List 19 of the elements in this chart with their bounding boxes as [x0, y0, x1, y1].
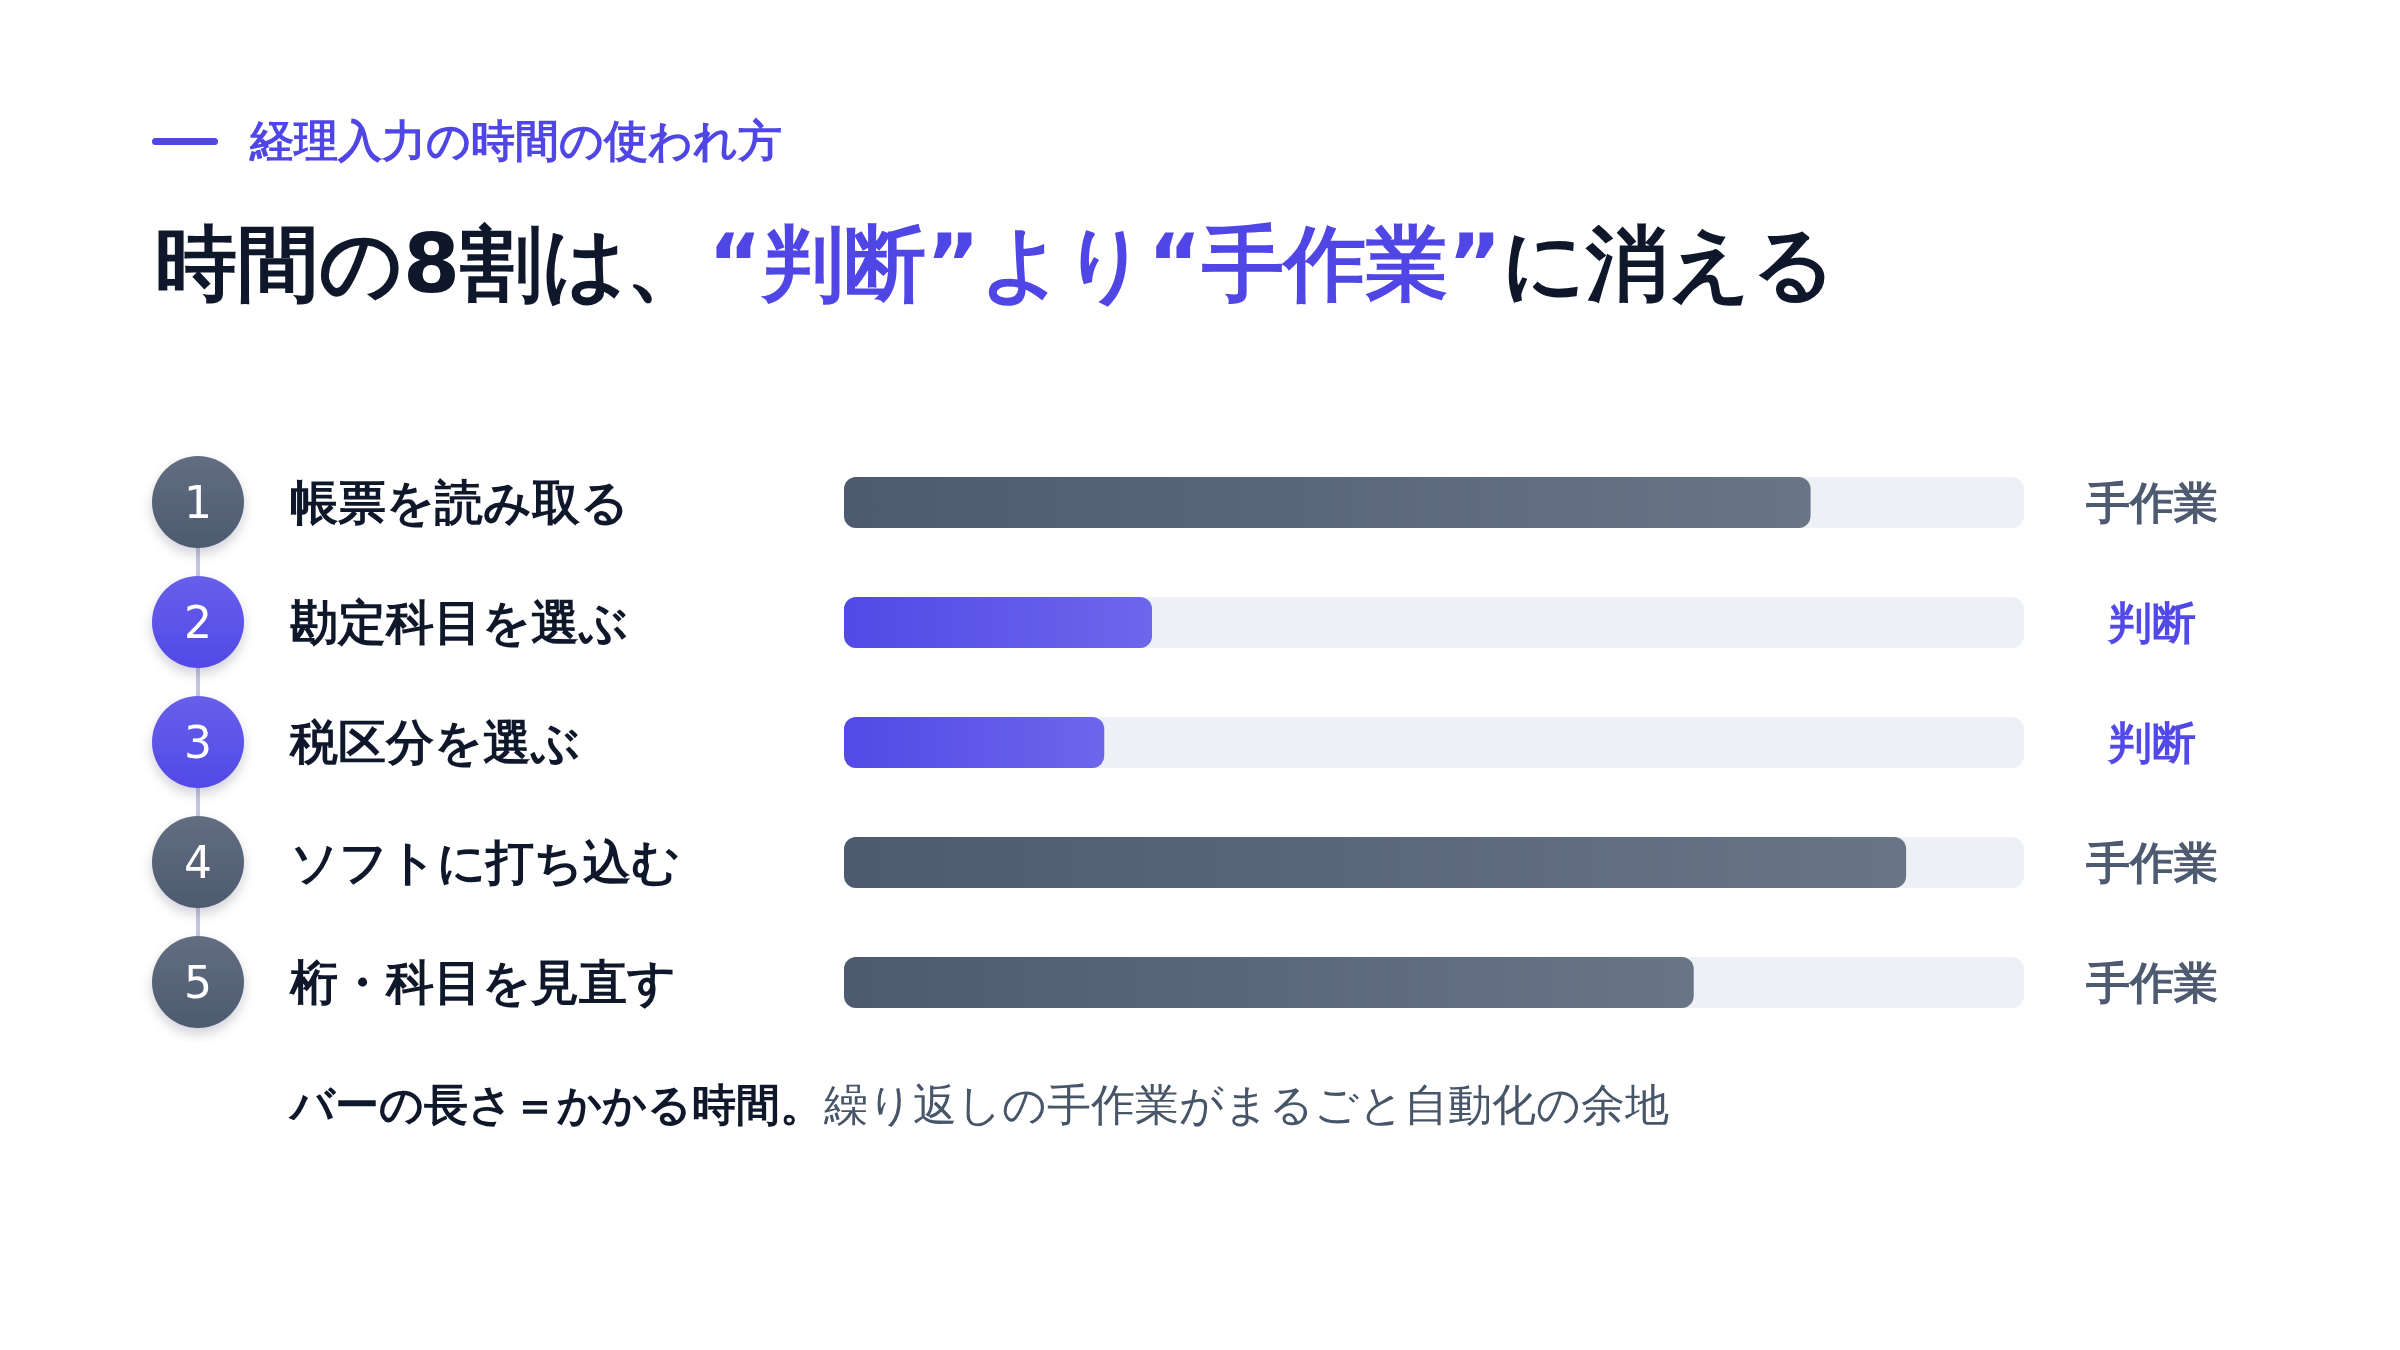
text: 5 — [184, 956, 212, 1008]
text: 手作業 — [2086, 477, 2218, 528]
y-tick-label: ソフトに打ち込む — [290, 834, 680, 890]
text: 判断 — [2107, 597, 2196, 648]
text: 繰り返しの手作業がまるごと自動化の余地 — [824, 1079, 1669, 1130]
text: 4 — [184, 836, 212, 888]
text: 3 — [184, 716, 212, 768]
text: 手作業 — [2086, 837, 2218, 888]
y-tick-label: 勘定科目を選ぶ — [290, 594, 628, 650]
y-tick-label: 税区分を選ぶ — [288, 714, 580, 770]
chart-subtitle: 経理入力の時間の使われ方 — [250, 114, 782, 168]
chart-title: 時間の8割は、“判断”より“手作業”に消える — [155, 216, 1836, 311]
text: 判断 — [2108, 717, 2196, 768]
text: 2 — [184, 596, 212, 648]
text: 手作業 — [2086, 957, 2218, 1008]
text: バーの長さ＝かかる時間。 — [290, 1079, 824, 1130]
y-tick-label: 帳票を読み取る — [290, 474, 629, 530]
text: 1 — [184, 476, 212, 528]
y-tick-label: 桁・科目を見直す — [288, 954, 676, 1010]
